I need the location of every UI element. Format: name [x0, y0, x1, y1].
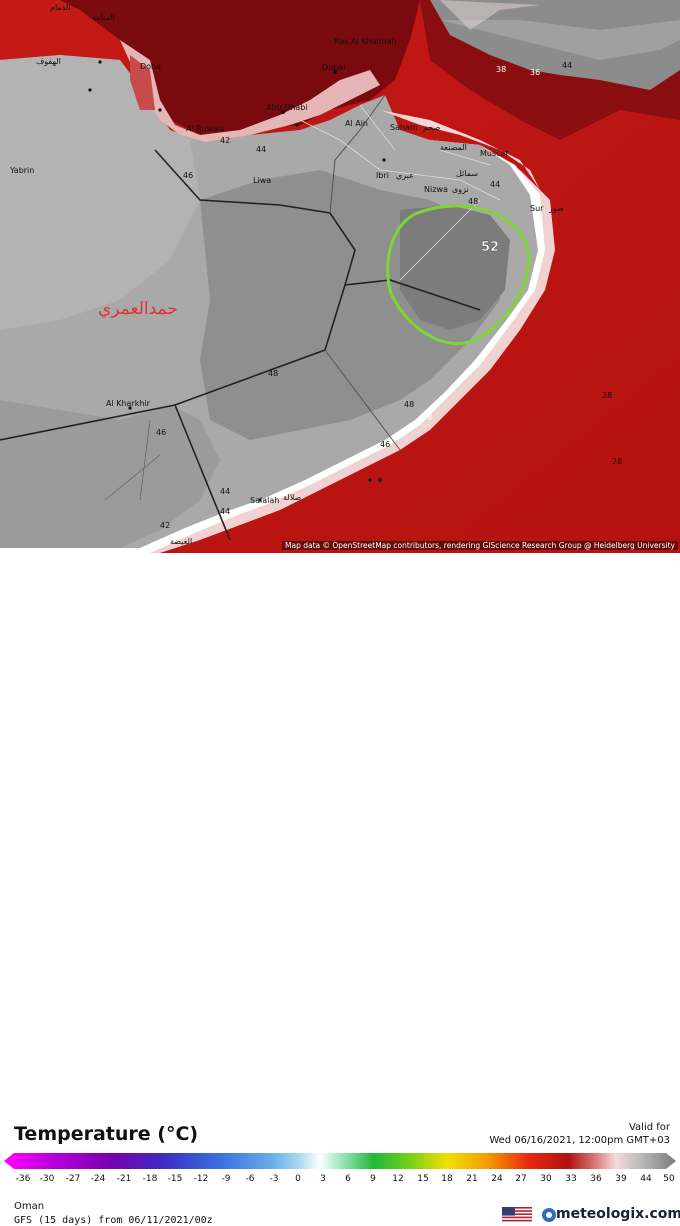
isotherm-label: 38	[496, 65, 506, 74]
border-yemen	[0, 279, 481, 441]
tick-label: 50	[663, 1174, 675, 1184]
isotherm-label: 28	[422, 413, 432, 422]
temperature-colorbar	[4, 1153, 676, 1169]
place-label: Abu Dhabi	[266, 103, 308, 112]
tick-label: 6	[345, 1174, 351, 1184]
place-label: نزوى	[452, 185, 469, 194]
isotherm-label: 48	[468, 197, 478, 206]
tick-label: 39	[615, 1174, 627, 1184]
city-markers	[88, 60, 386, 502]
isotherm-label: 46	[380, 440, 390, 449]
qatar	[130, 55, 155, 110]
isotherm-label: 44	[220, 487, 230, 496]
tick-label: 18	[441, 1174, 453, 1184]
isotherm-label: 44	[220, 507, 230, 516]
tick-label: 12	[392, 1174, 404, 1184]
tick-label: 30	[540, 1174, 552, 1184]
tick-label: -18	[142, 1174, 158, 1184]
valid-for-label: Valid for	[628, 1122, 670, 1133]
place-label: الهفوف	[36, 57, 61, 66]
map-canvas: الدمام المنامة الهفوف Doha Ras Al Khaima…	[0, 0, 680, 553]
tick-label: 0	[295, 1174, 301, 1184]
place-label: صلالة	[283, 493, 302, 502]
place-label: Dubai	[322, 63, 345, 72]
isotherm-label: 36	[530, 68, 540, 77]
place-label: Al Ain	[345, 119, 368, 128]
isotherm-label: 42	[160, 521, 170, 530]
signature-text: حمدالعمري	[98, 299, 178, 319]
highlight-circle	[386, 204, 531, 346]
colorbar-ticks: -36 -30 -27 -24 -21 -18 -15 -12 -9 -6 -3…	[0, 1174, 680, 1188]
place-label: صحم	[423, 123, 440, 132]
place-label: Ibri	[376, 171, 389, 180]
place-label: المنامة	[92, 13, 115, 22]
isotherm-label: 48	[404, 400, 414, 409]
place-label: Sur	[530, 204, 544, 213]
place-label: صور	[548, 204, 564, 213]
map-attribution[interactable]: Map data © OpenStreetMap contributors, r…	[282, 541, 678, 550]
place-label: Nizwa	[424, 185, 448, 194]
tick-label: 33	[565, 1174, 577, 1184]
tick-label: 27	[515, 1174, 527, 1184]
place-label: Yabrin	[9, 166, 34, 175]
place-label: عبري	[396, 171, 414, 180]
place-label: Al Ruwais	[186, 124, 224, 133]
tick-label: -24	[90, 1174, 106, 1184]
place-label: المصنعة	[440, 143, 467, 152]
isotherm-label: 48	[268, 369, 278, 378]
us-flag-icon[interactable]	[502, 1207, 532, 1223]
tick-label: 21	[466, 1174, 478, 1184]
model-label: GFS (15 days) from 06/11/2021/00z	[14, 1215, 213, 1226]
tick-label: -30	[39, 1174, 55, 1184]
tick-label: 3	[320, 1174, 326, 1184]
border-uae	[154, 149, 356, 286]
place-label: الغيضة	[170, 537, 192, 546]
isotherm-label: 44	[562, 61, 572, 70]
tick-label: -9	[221, 1174, 231, 1184]
tick-label: 15	[417, 1174, 429, 1184]
place-label: Salalah	[250, 496, 279, 505]
isotherm-label: 44	[256, 145, 266, 154]
brand-name[interactable]: meteologix.com	[556, 1206, 680, 1222]
isotherm-label: 46	[183, 171, 193, 180]
place-label: Saham	[390, 123, 418, 132]
region-label: Oman	[14, 1201, 45, 1212]
tick-label: -3	[269, 1174, 279, 1184]
tick-label: -36	[15, 1174, 31, 1184]
isotherm-label: 28	[612, 457, 622, 466]
isotherm-label: 44	[490, 180, 500, 189]
place-label: Ras Al Khaimah	[334, 37, 396, 46]
tick-label: -27	[65, 1174, 81, 1184]
tick-label: -6	[245, 1174, 255, 1184]
place-label: سمائل	[456, 169, 478, 178]
isotherm-label: 28	[602, 391, 612, 400]
legend-panel: Temperature (°C) Valid for Wed 06/16/202…	[0, 553, 680, 1226]
tick-label: -21	[116, 1174, 132, 1184]
place-label: Liwa	[253, 176, 271, 185]
legend-title: Temperature (°C)	[14, 1123, 199, 1145]
place-label: Al Kharkhir	[106, 399, 151, 408]
tick-label: 9	[370, 1174, 376, 1184]
tick-label: 36	[590, 1174, 602, 1184]
temperature-map[interactable]: الدمام المنامة الهفوف Doha Ras Al Khaima…	[0, 0, 680, 553]
tick-label: -15	[167, 1174, 183, 1184]
place-label: Muscat	[480, 149, 509, 158]
peak-temperature-label: 52	[481, 240, 499, 255]
tick-label: -12	[193, 1174, 209, 1184]
place-label: Doha	[140, 62, 161, 71]
isotherm-label: 46	[156, 428, 166, 437]
tick-label: 44	[640, 1174, 652, 1184]
isotherm-label: 42	[220, 136, 230, 145]
tick-label: 24	[491, 1174, 503, 1184]
valid-date: Wed 06/16/2021, 12:00pm GMT+03	[489, 1135, 670, 1146]
place-label: الدمام	[50, 3, 71, 12]
